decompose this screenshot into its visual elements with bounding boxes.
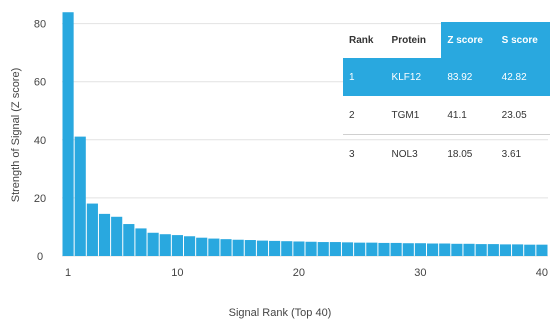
bar-rank-23 <box>329 242 341 256</box>
bar-rank-1 <box>62 12 74 257</box>
y-axis-label: Strength of Signal (Z score) <box>10 68 22 203</box>
bar-rank-15 <box>232 239 244 256</box>
bar-rank-25 <box>354 242 366 256</box>
bar-rank-34 <box>463 243 475 256</box>
bar-rank-40 <box>536 244 548 256</box>
x-tick-label: 1 <box>65 267 71 279</box>
bar-rank-29 <box>402 243 414 256</box>
header-protein: Protein <box>391 34 426 46</box>
bar-rank-18 <box>269 240 281 256</box>
x-tick-label: 10 <box>171 267 183 279</box>
cell-z-score: 41.1 <box>447 109 467 121</box>
bar-rank-6 <box>123 224 135 256</box>
cell-z-score: 18.05 <box>441 134 496 173</box>
bar-rank-22 <box>317 242 329 256</box>
y-tick-label: 60 <box>34 77 46 89</box>
y-tick-labels: 0 20 40 60 80 <box>34 19 46 263</box>
rank-table: Rank Protein Z score S score 1 KLF12 83.… <box>343 22 550 173</box>
x-tick-label: 40 <box>536 267 548 279</box>
bar-rank-35 <box>475 244 487 256</box>
table-header-row: Rank Protein Z score S score <box>343 22 550 58</box>
bar-rank-38 <box>512 244 524 256</box>
bar-rank-37 <box>499 244 512 256</box>
y-tick-label: 40 <box>34 135 46 147</box>
bar-rank-26 <box>366 242 378 256</box>
bar-rank-8 <box>147 232 159 256</box>
bar-rank-19 <box>281 241 293 256</box>
header-z-score: Z score <box>441 22 496 58</box>
cell-rank: 1 <box>343 58 386 96</box>
cell-protein: NOL3 <box>385 134 442 173</box>
bar-rank-17 <box>256 240 269 256</box>
table-row: 3 NOL3 18.05 3.61 <box>343 134 550 173</box>
table-row: 1 KLF12 83.92 42.82 <box>343 58 550 96</box>
x-tick-label: 30 <box>414 267 426 279</box>
cell-s-score: 42.82 <box>495 58 550 96</box>
y-tick-label: 20 <box>34 193 46 205</box>
header-rank: Rank <box>349 34 374 46</box>
bar-rank-10 <box>171 235 183 256</box>
bar-rank-7 <box>135 228 147 256</box>
cell-rank: 3 <box>343 134 386 173</box>
header-s-score: S score <box>495 22 550 58</box>
bar-rank-20 <box>293 241 305 256</box>
bar-rank-33 <box>451 243 463 256</box>
y-tick-label: 0 <box>37 251 43 263</box>
bar-rank-27 <box>378 242 390 256</box>
bar-rank-32 <box>439 243 451 256</box>
bar-rank-21 <box>305 241 317 256</box>
bar-rank-14 <box>220 239 232 256</box>
bar-rank-5 <box>111 216 123 256</box>
bar-rank-11 <box>184 236 196 256</box>
y-tick-label: 80 <box>34 19 46 31</box>
cell-protein: TGM1 <box>391 109 420 121</box>
bar-rank-4 <box>98 213 111 256</box>
bar-rank-28 <box>390 242 402 256</box>
x-tick-labels: 1 10 20 30 40 <box>65 267 548 279</box>
bar-rank-31 <box>427 243 439 256</box>
table-row: 2 TGM1 41.1 23.05 <box>343 96 550 135</box>
cell-s-score: 23.05 <box>501 109 527 121</box>
bar-rank-24 <box>341 242 354 256</box>
bar-rank-30 <box>414 243 426 256</box>
bar-rank-12 <box>196 237 208 256</box>
bar-rank-2 <box>74 136 86 256</box>
cell-rank: 2 <box>349 109 355 121</box>
bar-rank-16 <box>244 240 256 256</box>
x-tick-label: 20 <box>293 267 305 279</box>
cell-z-score: 83.92 <box>441 58 496 96</box>
bar-rank-3 <box>86 203 98 256</box>
bar-rank-9 <box>159 234 171 256</box>
cell-protein: KLF12 <box>385 58 442 96</box>
bar-rank-39 <box>524 244 536 256</box>
x-axis-label: Signal Rank (Top 40) <box>229 307 332 319</box>
bars <box>62 12 548 257</box>
bar-rank-13 <box>208 238 220 256</box>
cell-s-score: 3.61 <box>495 134 550 173</box>
bar-rank-36 <box>487 244 499 256</box>
